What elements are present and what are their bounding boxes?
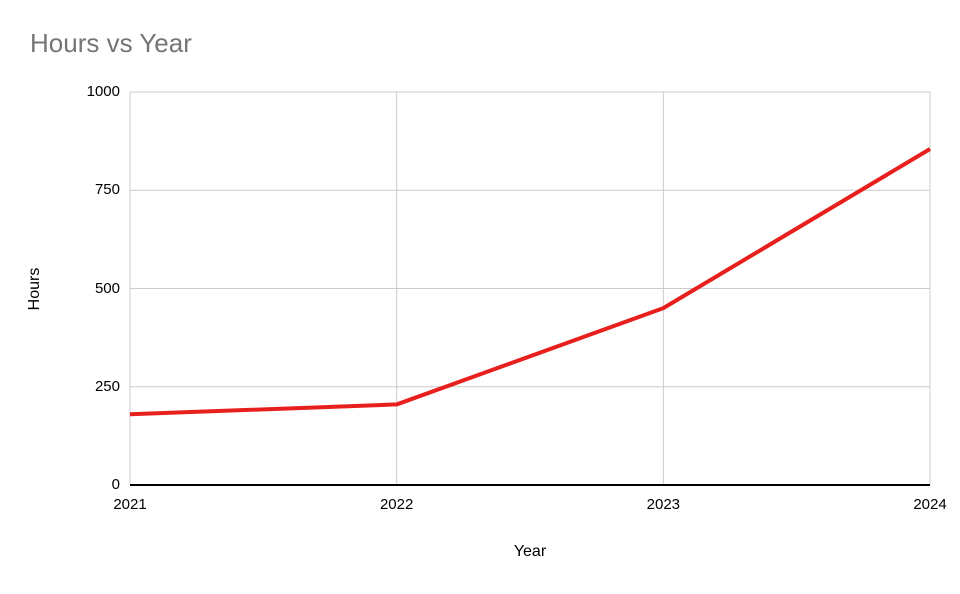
x-tick-label: 2021 xyxy=(113,496,147,513)
chart-title: Hours vs Year xyxy=(30,28,192,58)
y-tick-label: 1000 xyxy=(86,83,120,100)
y-tick-label: 0 xyxy=(111,476,120,493)
series-line xyxy=(129,147,932,417)
y-tick-label: 500 xyxy=(94,279,120,297)
y-axis-title: Hours xyxy=(26,267,43,311)
x-axis-title: Year xyxy=(513,543,547,560)
y-tick-label: 250 xyxy=(94,377,120,395)
y-tick-label: 750 xyxy=(94,181,120,199)
x-tick-label: 2022 xyxy=(379,496,414,513)
x-tick-label: 2024 xyxy=(913,496,947,513)
x-tick-label: 2023 xyxy=(646,496,681,513)
